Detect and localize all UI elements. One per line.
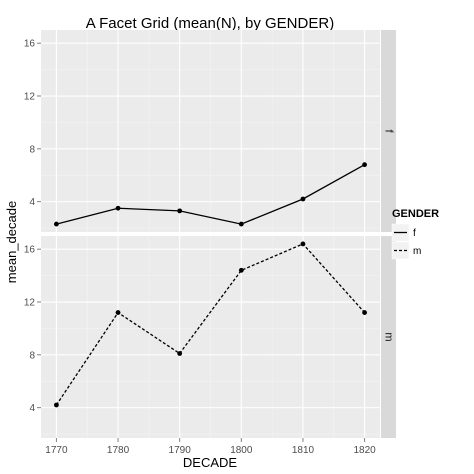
y-tick-label: 4 [29,197,35,208]
y-tick-label: 12 [24,298,36,309]
facet-strip [381,30,396,232]
y-tick-label: 8 [29,350,35,361]
legend: GENDER fm [391,208,439,260]
data-point-f [177,208,183,214]
x-tick-label: 1810 [292,445,315,456]
x-tick-label: 1780 [107,445,130,456]
facet-strip-label: f [383,129,395,133]
legend-label: f [413,228,416,239]
data-point-f [54,221,59,227]
y-tick-label: 16 [24,245,36,256]
data-point-m [54,402,59,408]
data-point-m [238,267,244,273]
y-tick-label: 4 [29,403,35,414]
data-point-f [362,162,367,168]
chart-title: A Facet Grid (mean(N), by GENDER) [86,15,334,32]
series-line-f [56,164,365,225]
legend-title: GENDER [392,208,439,220]
y-axis-label: mean_decade [4,201,19,283]
data-point-m [115,310,121,315]
data-point-m [300,241,306,247]
x-tick-label: 1790 [169,445,192,456]
y-tick-label: 16 [24,39,36,50]
data-point-f [300,196,306,202]
legend-label: m [413,246,421,257]
x-tick-label: 1800 [230,445,253,456]
data-point-f [115,205,121,211]
x-tick-label: 1820 [353,445,376,456]
data-point-m [362,310,367,315]
plot-area: 4 8 12 16 f 4 8 12 16 m 1770 1780 1790 1800 1810 1820 [24,30,396,456]
facet-strip-label: m [383,332,395,341]
data-point-m [177,351,183,356]
series-line-m [55,243,366,406]
y-tick-label: 8 [29,144,35,155]
y-tick-label: 12 [24,92,36,103]
x-axis-label: DECADE [183,455,238,470]
facet-strip [381,236,396,438]
data-point-f [238,221,244,227]
x-tick-label: 1770 [45,445,68,456]
